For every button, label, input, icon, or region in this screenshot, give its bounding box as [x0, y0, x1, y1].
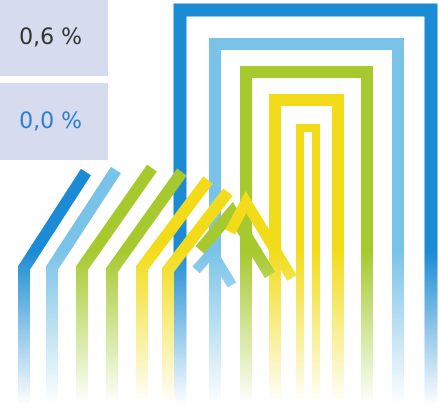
percent-value-bottom: 0,0 % [19, 108, 82, 134]
logo-diagonal-yellow [136, 176, 213, 405]
logo-diagonal-lightblue [46, 166, 122, 405]
logo-diagonal-blue [18, 168, 92, 405]
logo-diagonal-yellow-2 [162, 188, 233, 405]
logo-diagonal-green-2 [106, 168, 187, 405]
logo-roof-yellow [225, 190, 297, 281]
percent-value-top: 0,6 % [19, 25, 82, 50]
logo-stripe-yellow-frame [269, 94, 344, 405]
table-cell-top: 0,6 % [0, 0, 108, 78]
logo-diagonal-green [76, 164, 157, 405]
logo-roof-lightblue [192, 243, 237, 288]
logo-roof-green [195, 201, 276, 279]
table-cell-bottom: 0,0 % [0, 83, 108, 160]
logo-stripe-yellow-inner-frame [296, 124, 320, 405]
